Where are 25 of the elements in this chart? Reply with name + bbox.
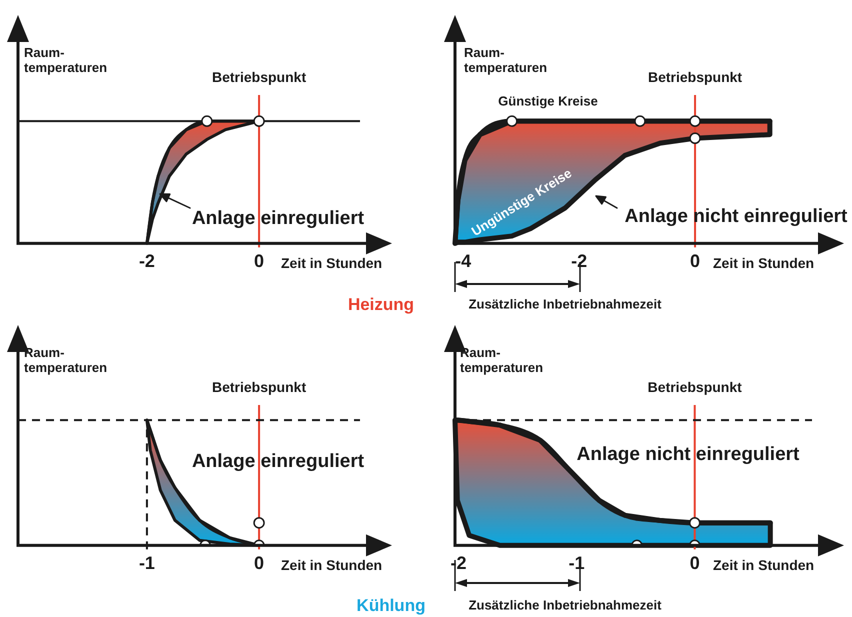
- ref-line-label: Betriebspunkt: [648, 378, 742, 396]
- x-axis-title: Zeit in Stunden: [713, 255, 814, 272]
- x-axis-title: Zeit in Stunden: [281, 255, 382, 272]
- text: Günstige Kreise: [498, 94, 598, 110]
- ref-line-label: Betriebspunkt: [212, 68, 306, 86]
- text: Heizung: [348, 295, 414, 315]
- x-axis-title: Zeit in Stunden: [713, 557, 814, 574]
- y-axis-title: Raum- temperaturen: [464, 45, 548, 76]
- y-axis-title: Raum- temperaturen: [24, 45, 108, 76]
- text: Zusätzliche Inbetriebnahmezeit: [468, 296, 662, 312]
- ref-line-label: Betriebspunkt: [648, 68, 742, 86]
- x-tick-label: 0: [690, 553, 700, 574]
- annotation: Anlage einreguliert: [192, 451, 364, 473]
- x-tick-label: 0: [690, 251, 700, 272]
- text: Kühlung: [356, 596, 426, 616]
- text: Zusätzliche Inbetriebnahmezeit: [468, 598, 662, 614]
- x-tick-label: -1: [138, 553, 155, 574]
- x-tick-label: 0: [254, 553, 264, 574]
- annotation: Anlage einreguliert: [192, 208, 364, 230]
- annotation: Anlage nicht einreguliert: [576, 444, 800, 466]
- x-tick-label: 0: [254, 251, 264, 272]
- x-tick-label: -2: [138, 251, 155, 272]
- x-tick-label: -4: [455, 251, 472, 272]
- ref-line-label: Betriebspunkt: [212, 378, 306, 396]
- x-axis-title: Zeit in Stunden: [281, 557, 382, 574]
